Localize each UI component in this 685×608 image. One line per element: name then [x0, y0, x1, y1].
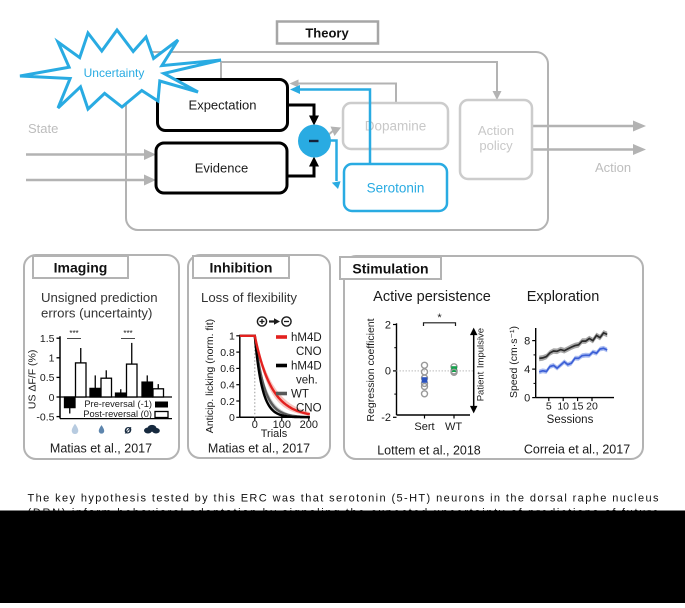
svg-text:***: *** — [69, 329, 78, 338]
svg-text:200: 200 — [300, 419, 318, 431]
svg-text:2: 2 — [385, 319, 391, 331]
svg-text:1: 1 — [49, 353, 55, 365]
svg-text:errors (uncertainty): errors (uncertainty) — [41, 306, 152, 321]
svg-text:Speed (cm·s⁻¹): Speed (cm·s⁻¹) — [508, 326, 520, 398]
svg-text:Exploration: Exploration — [527, 289, 600, 305]
svg-text:1: 1 — [229, 331, 235, 343]
svg-text:Post-reversal (0): Post-reversal (0) — [83, 409, 152, 419]
svg-text:hM4D: hM4D — [291, 332, 322, 344]
svg-text:Action: Action — [478, 123, 514, 138]
svg-text:Loss of flexibility: Loss of flexibility — [201, 290, 297, 305]
svg-text:4: 4 — [524, 364, 530, 376]
svg-text:State: State — [28, 121, 58, 136]
svg-text:Action: Action — [595, 160, 631, 175]
svg-text:Pre-reversal (-1): Pre-reversal (-1) — [84, 399, 152, 409]
svg-text:Matias et al., 2017: Matias et al., 2017 — [208, 442, 310, 456]
svg-text:Dopamine: Dopamine — [365, 119, 427, 134]
svg-text:0.8: 0.8 — [220, 347, 235, 359]
svg-text:0.4: 0.4 — [220, 380, 235, 392]
svg-text:Active persistence: Active persistence — [373, 289, 491, 305]
svg-text:Evidence: Evidence — [195, 161, 248, 176]
svg-text:CNO: CNO — [296, 346, 322, 358]
svg-text:The key hypothesis tested by t: The key hypothesis tested by this ERC wa… — [28, 493, 660, 505]
svg-text:1.5: 1.5 — [40, 333, 55, 345]
svg-text:0.6: 0.6 — [220, 363, 235, 375]
svg-text:0: 0 — [524, 392, 530, 404]
svg-text:Impulsive: Impulsive — [476, 328, 487, 368]
svg-text:Sert: Sert — [414, 421, 434, 433]
svg-text:15: 15 — [572, 401, 584, 413]
svg-text:0: 0 — [252, 419, 258, 431]
svg-text:Patient: Patient — [476, 371, 487, 401]
svg-text:100: 100 — [273, 419, 291, 431]
svg-text:20: 20 — [586, 401, 598, 413]
svg-text:policy: policy — [479, 138, 513, 153]
svg-text:Matias et al., 2017: Matias et al., 2017 — [50, 442, 152, 456]
svg-text:WT: WT — [445, 421, 462, 433]
svg-text:0.5: 0.5 — [40, 372, 55, 384]
svg-text:Regression coefficient: Regression coefficient — [365, 318, 377, 421]
svg-text:veh.: veh. — [296, 375, 318, 387]
svg-text:ø: ø — [124, 423, 132, 437]
svg-text:Sessions: Sessions — [547, 414, 594, 426]
svg-text:US ΔF/F (%): US ΔF/F (%) — [27, 350, 39, 410]
svg-text:10: 10 — [557, 401, 569, 413]
svg-text:Inhibition: Inhibition — [210, 260, 273, 276]
svg-text:Expectation: Expectation — [189, 98, 257, 113]
svg-text:-0.5: -0.5 — [36, 411, 54, 423]
svg-text:0.2: 0.2 — [220, 396, 235, 408]
svg-text:Lottem et al., 2018: Lottem et al., 2018 — [377, 444, 481, 458]
svg-text:Stimulation: Stimulation — [352, 261, 428, 277]
svg-text:CNO: CNO — [296, 403, 322, 415]
svg-text:Anticip. licking (norm. fit): Anticip. licking (norm. fit) — [204, 319, 216, 433]
svg-text:WT: WT — [291, 389, 309, 401]
svg-text:Correia et al., 2017: Correia et al., 2017 — [524, 443, 630, 457]
svg-text:***: *** — [123, 329, 132, 338]
svg-text:Unsigned prediction: Unsigned prediction — [41, 290, 158, 305]
svg-text:-2: -2 — [381, 412, 391, 424]
svg-text:8: 8 — [524, 335, 530, 347]
svg-text:Uncertainty: Uncertainty — [84, 66, 145, 80]
svg-text:0: 0 — [49, 392, 55, 404]
svg-text:Theory: Theory — [305, 26, 349, 41]
svg-text:5: 5 — [546, 401, 552, 413]
svg-text:*: * — [437, 312, 442, 324]
svg-text:hM4D: hM4D — [291, 361, 322, 373]
svg-text:Serotonin: Serotonin — [367, 181, 425, 196]
svg-text:Trials: Trials — [261, 428, 288, 440]
svg-text:Imaging: Imaging — [54, 260, 108, 276]
svg-text:0: 0 — [385, 366, 391, 378]
svg-text:0: 0 — [229, 412, 235, 424]
